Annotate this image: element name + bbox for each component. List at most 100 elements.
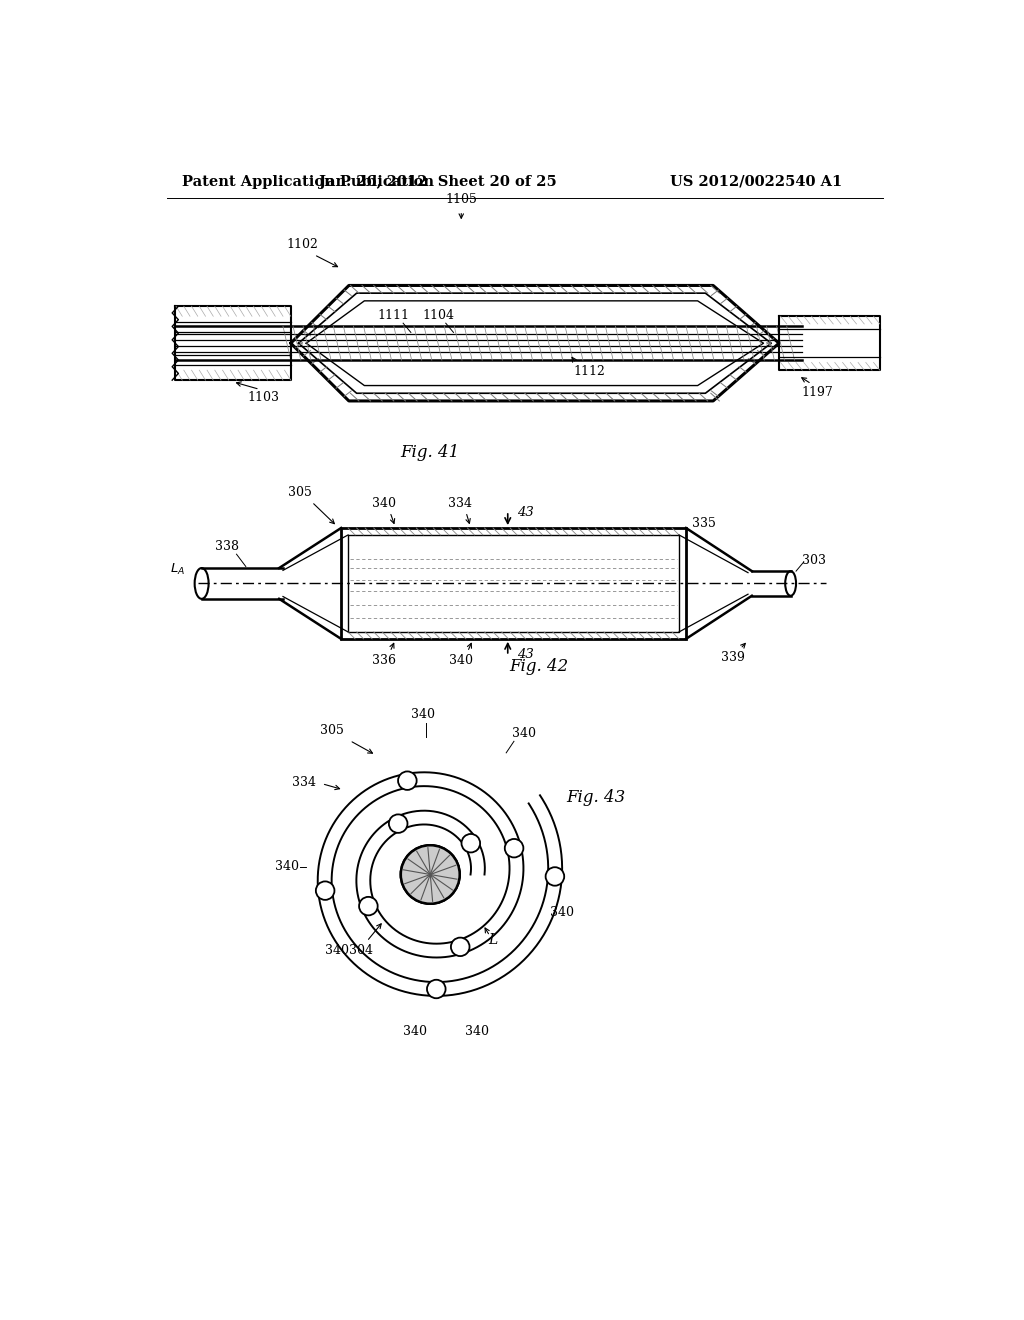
Circle shape xyxy=(359,896,378,915)
Polygon shape xyxy=(368,962,387,982)
Polygon shape xyxy=(402,937,416,954)
Text: 1102: 1102 xyxy=(287,238,318,251)
Text: L: L xyxy=(488,933,498,946)
Polygon shape xyxy=(423,942,434,957)
Polygon shape xyxy=(456,977,475,994)
Polygon shape xyxy=(546,876,562,894)
Text: 335: 335 xyxy=(692,517,716,529)
Text: 304: 304 xyxy=(348,944,373,957)
Polygon shape xyxy=(503,890,520,904)
Polygon shape xyxy=(383,776,400,793)
Polygon shape xyxy=(435,774,450,789)
Polygon shape xyxy=(536,809,555,830)
Polygon shape xyxy=(344,944,365,965)
Text: Fig. 42: Fig. 42 xyxy=(509,659,568,675)
Text: Jan. 26, 2012  Sheet 20 of 25: Jan. 26, 2012 Sheet 20 of 25 xyxy=(319,174,557,189)
Polygon shape xyxy=(470,853,484,863)
Text: 339: 339 xyxy=(721,651,744,664)
Polygon shape xyxy=(325,828,344,845)
Text: Patent Application Publication: Patent Application Publication xyxy=(182,174,434,189)
Polygon shape xyxy=(388,817,402,833)
Text: 43: 43 xyxy=(517,506,534,519)
Polygon shape xyxy=(507,845,522,859)
Polygon shape xyxy=(317,883,333,899)
Polygon shape xyxy=(468,846,482,858)
Polygon shape xyxy=(356,884,372,896)
Text: 334: 334 xyxy=(447,496,472,510)
Polygon shape xyxy=(498,900,516,915)
Text: Fig. 43: Fig. 43 xyxy=(566,789,625,807)
Circle shape xyxy=(315,882,335,900)
Text: 334: 334 xyxy=(292,776,315,788)
Polygon shape xyxy=(493,908,511,925)
Polygon shape xyxy=(365,908,381,924)
Polygon shape xyxy=(413,940,424,957)
Polygon shape xyxy=(433,944,445,957)
Polygon shape xyxy=(339,805,358,824)
Polygon shape xyxy=(508,945,529,966)
Polygon shape xyxy=(423,772,436,787)
Circle shape xyxy=(462,834,480,853)
Polygon shape xyxy=(393,933,408,950)
Polygon shape xyxy=(462,833,476,847)
Polygon shape xyxy=(370,781,389,799)
Text: 303: 303 xyxy=(802,554,826,566)
Polygon shape xyxy=(360,849,377,861)
Text: 338: 338 xyxy=(215,540,240,553)
Polygon shape xyxy=(546,842,562,861)
Polygon shape xyxy=(442,942,456,957)
Polygon shape xyxy=(377,921,392,939)
Polygon shape xyxy=(403,812,416,826)
Polygon shape xyxy=(413,810,423,825)
Polygon shape xyxy=(321,841,338,858)
Polygon shape xyxy=(331,816,350,834)
Polygon shape xyxy=(442,814,454,830)
Circle shape xyxy=(505,840,523,858)
Polygon shape xyxy=(542,891,560,911)
Text: $L_A$: $L_A$ xyxy=(170,562,184,577)
Bar xyxy=(341,528,686,639)
Circle shape xyxy=(400,845,460,904)
Polygon shape xyxy=(458,780,474,797)
Polygon shape xyxy=(319,896,336,913)
Polygon shape xyxy=(317,870,332,884)
Polygon shape xyxy=(478,924,496,941)
Text: 1112: 1112 xyxy=(573,364,605,378)
Polygon shape xyxy=(494,810,511,829)
Text: US 2012/0022540 A1: US 2012/0022540 A1 xyxy=(671,174,843,189)
Polygon shape xyxy=(421,810,429,825)
Polygon shape xyxy=(358,892,374,906)
Polygon shape xyxy=(328,921,347,941)
Polygon shape xyxy=(360,900,377,915)
Text: 305: 305 xyxy=(288,486,312,499)
Polygon shape xyxy=(483,965,505,983)
Circle shape xyxy=(400,845,460,904)
Polygon shape xyxy=(461,936,477,952)
Polygon shape xyxy=(497,956,518,975)
Polygon shape xyxy=(336,933,354,953)
Text: 340: 340 xyxy=(550,907,574,920)
Polygon shape xyxy=(384,928,399,945)
Text: 1197: 1197 xyxy=(802,385,834,399)
Polygon shape xyxy=(369,834,385,847)
Polygon shape xyxy=(470,931,487,946)
Circle shape xyxy=(451,937,470,956)
Polygon shape xyxy=(471,867,484,875)
Polygon shape xyxy=(454,822,466,838)
Circle shape xyxy=(546,867,564,886)
Polygon shape xyxy=(477,792,495,812)
Polygon shape xyxy=(436,812,445,828)
Text: 1103: 1103 xyxy=(248,391,280,404)
Polygon shape xyxy=(509,857,523,870)
Polygon shape xyxy=(447,817,460,834)
Polygon shape xyxy=(410,772,424,787)
Polygon shape xyxy=(485,917,504,933)
Polygon shape xyxy=(323,909,340,928)
Text: 1111: 1111 xyxy=(378,309,410,322)
Text: 340: 340 xyxy=(512,727,536,739)
Polygon shape xyxy=(504,833,520,849)
Text: 305: 305 xyxy=(319,725,343,738)
Polygon shape xyxy=(348,796,368,814)
Polygon shape xyxy=(509,869,523,882)
Polygon shape xyxy=(370,915,386,932)
